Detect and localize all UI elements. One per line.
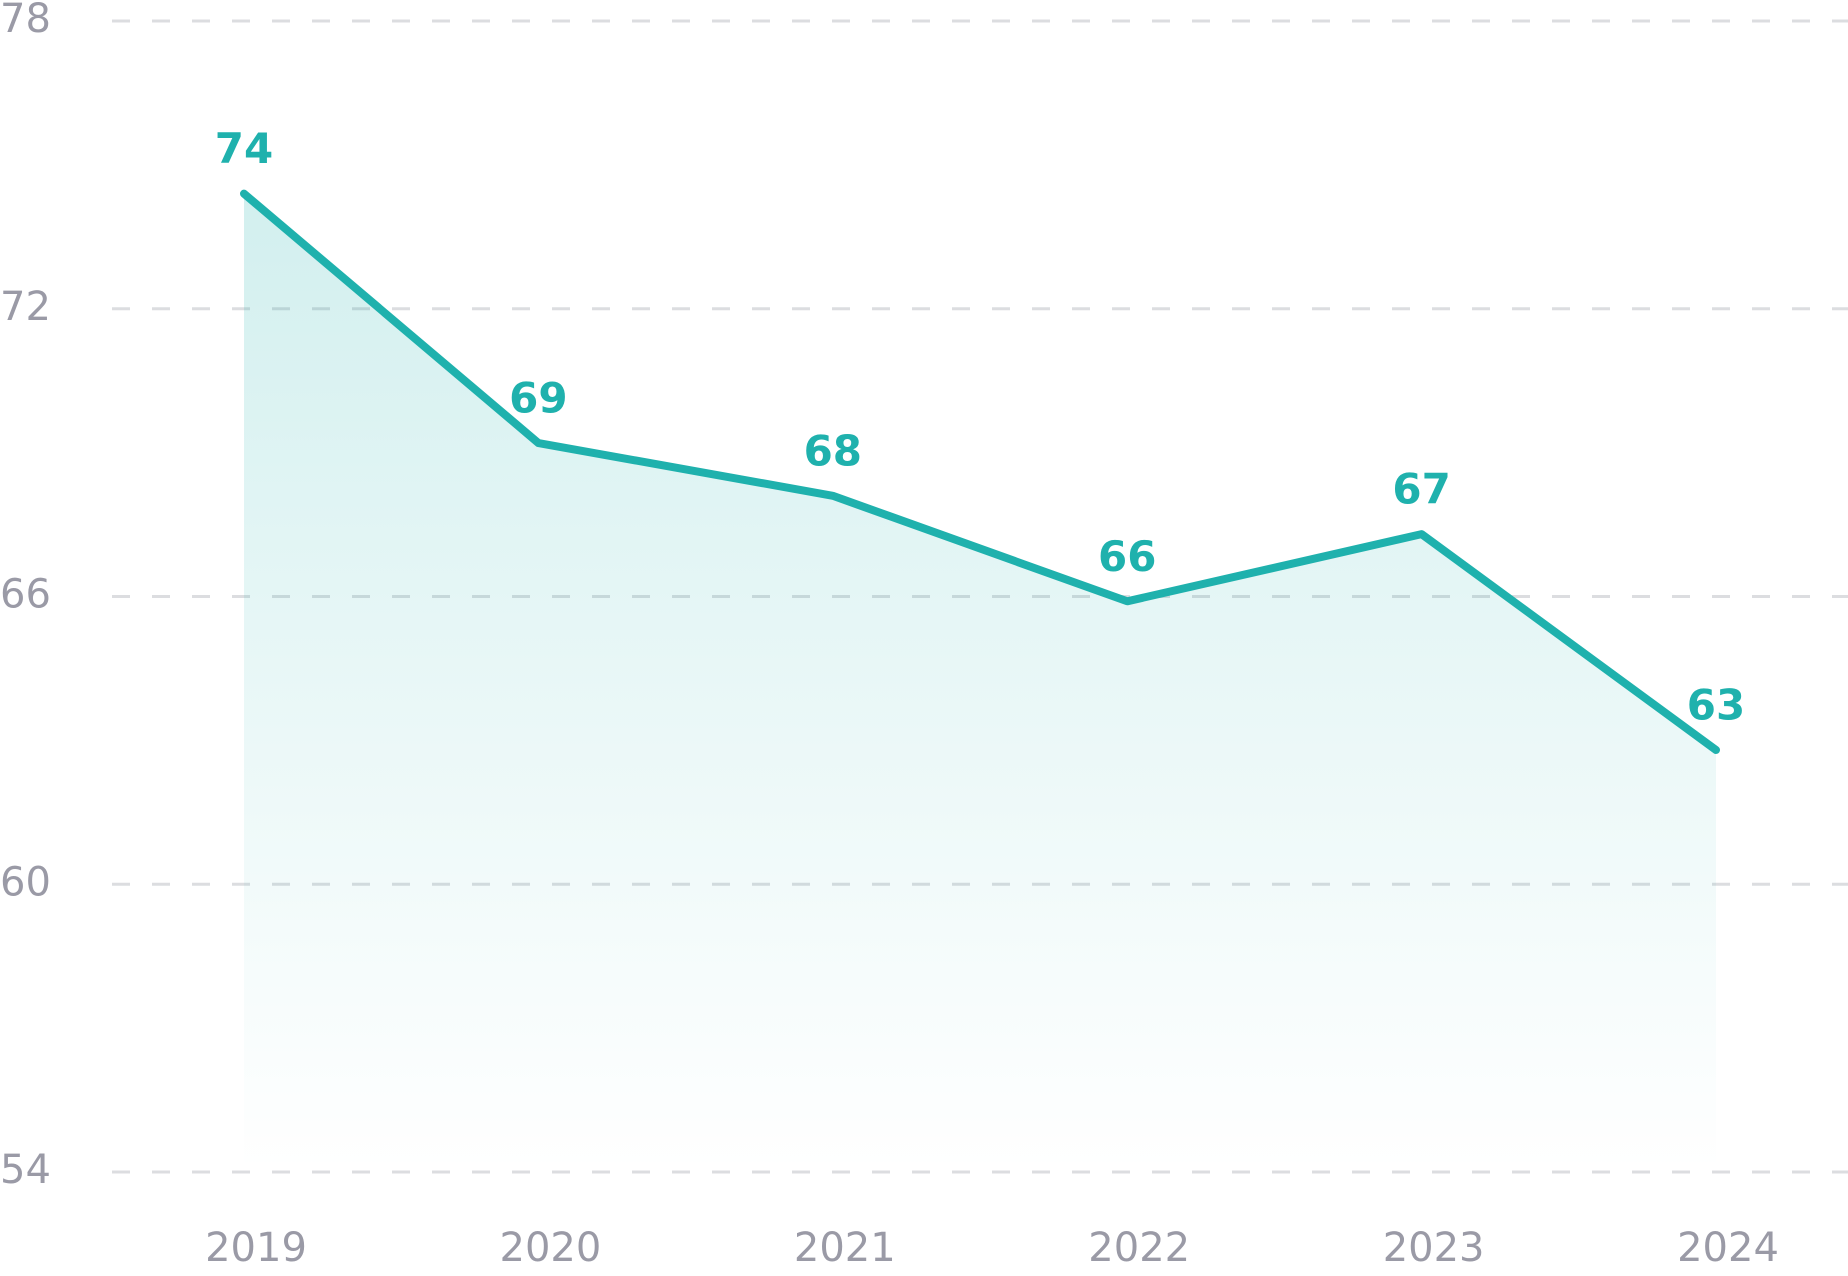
- x-tick-label: 2024: [1677, 1225, 1779, 1271]
- y-tick-label: 72: [0, 284, 51, 330]
- y-tick-label: 60: [0, 859, 51, 905]
- x-tick-label: 2023: [1383, 1225, 1485, 1271]
- data-label: 66: [1098, 532, 1156, 581]
- x-tick-label: 2021: [794, 1225, 896, 1271]
- x-tick-label: 2019: [205, 1225, 307, 1271]
- x-tick-label: 2022: [1088, 1225, 1190, 1271]
- line: [240, 189, 1720, 754]
- y-tick-label: 54: [0, 1147, 51, 1193]
- data-label: 69: [509, 374, 567, 423]
- y-tick-label: 78: [0, 0, 51, 42]
- data-label: 67: [1392, 465, 1450, 514]
- data-label: 74: [215, 124, 273, 173]
- data-label: 63: [1687, 680, 1745, 729]
- data-label: 68: [804, 426, 862, 475]
- x-tick-label: 2020: [500, 1225, 602, 1271]
- y-tick-label: 66: [0, 572, 51, 618]
- area-fill: [244, 193, 1716, 1172]
